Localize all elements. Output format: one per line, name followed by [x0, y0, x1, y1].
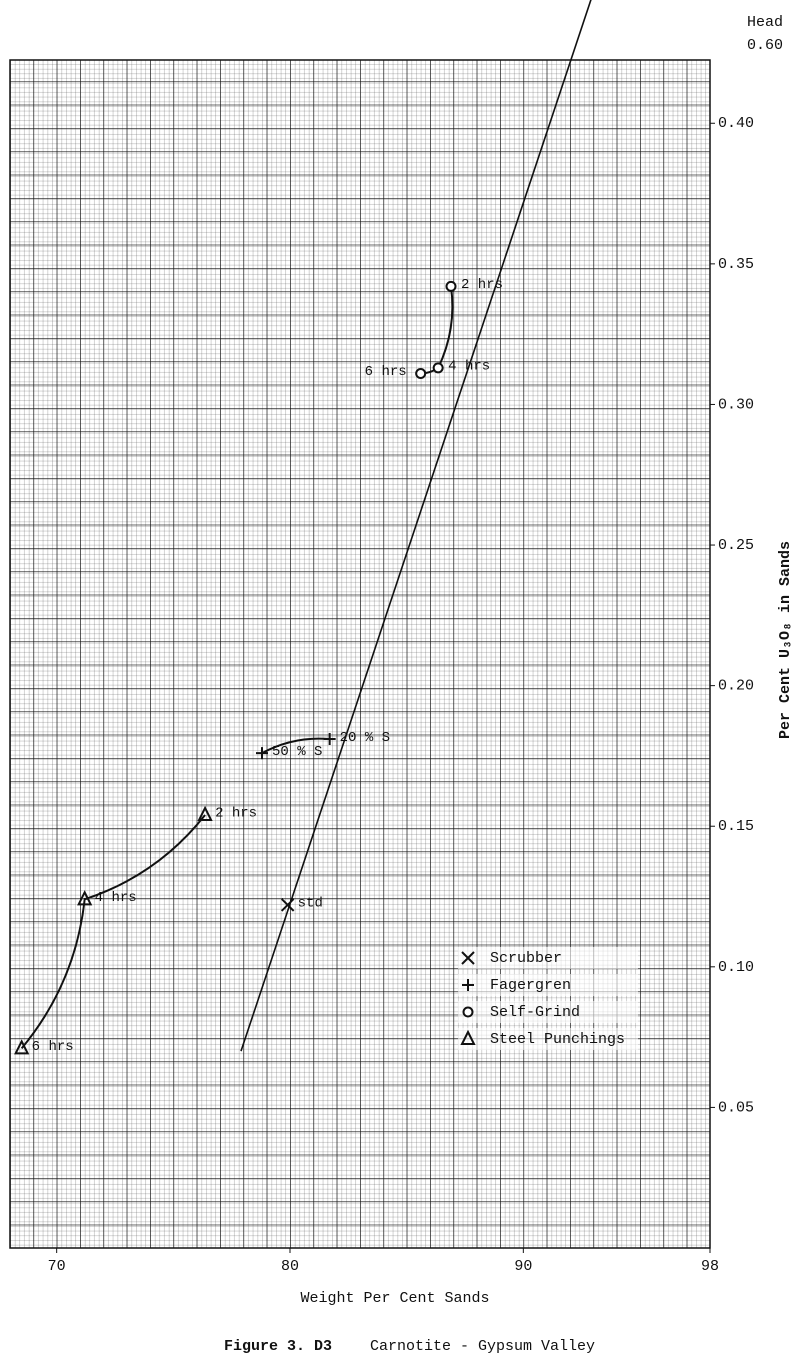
- y-tick-label: 0.10: [718, 959, 754, 976]
- x-tick-label: 98: [701, 1258, 719, 1275]
- data-point: [415, 368, 427, 380]
- y-tick-label: 0.25: [718, 537, 754, 554]
- point-label: std: [298, 896, 323, 912]
- point-label: 20 % S: [340, 730, 390, 746]
- y-tick-label: 0.20: [718, 678, 754, 695]
- data-point: [77, 890, 93, 906]
- legend-bg: [458, 947, 638, 969]
- y-tick-label: 0.35: [718, 256, 754, 273]
- y-axis-label: Per Cent U₃O₈ in Sands: [777, 541, 794, 739]
- legend-marker: [461, 951, 475, 965]
- legend-bg: [458, 1001, 638, 1023]
- x-tick-label: 90: [514, 1258, 532, 1275]
- x-tick-label: 70: [48, 1258, 66, 1275]
- caption-title: Carnotite - Gypsum Valley: [370, 1338, 595, 1355]
- data-point: [445, 280, 457, 292]
- point-label: 2 hrs: [461, 277, 503, 293]
- data-point: [256, 747, 268, 760]
- data-point: [14, 1039, 30, 1055]
- legend-label: Scrubber: [490, 950, 562, 967]
- legend-label: Steel Punchings: [490, 1031, 625, 1048]
- point-label: 6 hrs: [32, 1039, 74, 1055]
- trend-line: [240, 0, 592, 1052]
- y-tick-label: 0.05: [718, 1099, 754, 1116]
- head-label: Head: [747, 14, 783, 31]
- graph-paper: [9, 59, 711, 1249]
- y-tick-label: 0.15: [718, 818, 754, 835]
- legend-bg: [458, 974, 638, 996]
- data-point: [280, 898, 295, 912]
- series-curve: [20, 814, 206, 1049]
- data-point: [323, 733, 336, 746]
- y-tick-label: 0.30: [718, 396, 754, 413]
- x-axis-label: Weight Per Cent Sands: [300, 1290, 489, 1307]
- point-label: 6 hrs: [365, 364, 407, 380]
- legend-marker: [462, 979, 474, 991]
- head-value-label: 0.60: [747, 37, 783, 54]
- point-label: 50 % S: [272, 744, 322, 760]
- data-point: [432, 362, 444, 374]
- legend-label: Self-Grind: [490, 1004, 580, 1021]
- caption-figure: Figure 3. D3: [224, 1338, 332, 1355]
- point-label: 4 hrs: [95, 890, 137, 906]
- data-point: [197, 805, 213, 821]
- point-label: 2 hrs: [215, 806, 257, 822]
- legend-bg: [458, 1028, 638, 1050]
- legend-marker: [462, 1006, 474, 1018]
- y-tick-label: 0.40: [718, 115, 754, 132]
- legend-marker: [460, 1029, 476, 1045]
- legend-label: Fagergren: [490, 977, 571, 994]
- point-label: 4 hrs: [448, 359, 490, 375]
- series-curve: [261, 737, 330, 754]
- x-tick-label: 80: [281, 1258, 299, 1275]
